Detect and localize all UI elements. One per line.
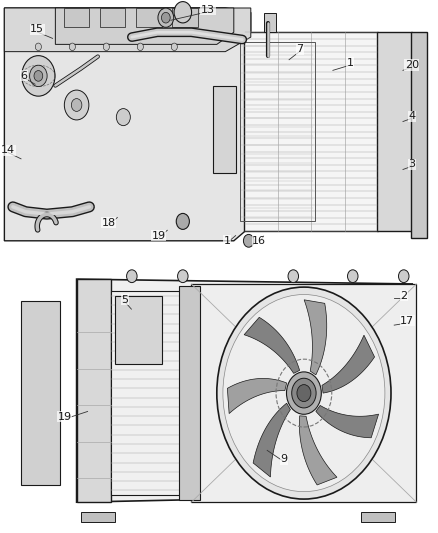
Polygon shape — [253, 403, 290, 477]
Text: 15: 15 — [30, 25, 44, 34]
Polygon shape — [304, 300, 327, 375]
Circle shape — [117, 109, 131, 126]
Text: 17: 17 — [400, 316, 414, 326]
Text: 1: 1 — [347, 58, 354, 68]
Circle shape — [288, 270, 299, 282]
Bar — [110, 291, 183, 495]
Polygon shape — [77, 279, 412, 502]
Polygon shape — [77, 279, 110, 502]
Circle shape — [217, 287, 391, 499]
Text: 18: 18 — [102, 218, 116, 228]
Bar — [115, 296, 162, 364]
Bar — [378, 32, 412, 231]
Bar — [136, 8, 162, 27]
Circle shape — [174, 2, 191, 23]
Text: 13: 13 — [201, 5, 215, 14]
Polygon shape — [322, 335, 374, 393]
Circle shape — [127, 270, 137, 282]
Text: 4: 4 — [408, 111, 415, 121]
Circle shape — [30, 65, 47, 86]
Bar — [100, 8, 125, 27]
Text: 5: 5 — [121, 295, 128, 304]
Circle shape — [177, 270, 188, 282]
Polygon shape — [299, 416, 337, 485]
Text: 14: 14 — [1, 146, 15, 155]
Text: 2: 2 — [400, 291, 407, 301]
Circle shape — [34, 70, 43, 81]
Polygon shape — [4, 8, 251, 241]
Bar — [240, 42, 314, 221]
Bar — [244, 32, 378, 231]
Circle shape — [297, 385, 311, 401]
Circle shape — [22, 55, 55, 96]
Text: 1: 1 — [223, 236, 230, 246]
Circle shape — [223, 295, 385, 491]
Circle shape — [292, 378, 316, 408]
Bar — [21, 301, 60, 485]
Text: 7: 7 — [297, 44, 304, 54]
Circle shape — [64, 90, 89, 120]
Polygon shape — [244, 317, 300, 374]
Circle shape — [71, 99, 82, 111]
Text: 6: 6 — [21, 71, 28, 80]
Circle shape — [69, 43, 75, 51]
Circle shape — [158, 8, 174, 27]
Bar — [191, 284, 417, 502]
Circle shape — [399, 270, 409, 282]
Circle shape — [103, 43, 110, 51]
Circle shape — [286, 372, 321, 414]
Polygon shape — [316, 406, 378, 438]
Circle shape — [347, 270, 358, 282]
Bar — [172, 8, 198, 27]
Circle shape — [244, 235, 254, 247]
Text: 16: 16 — [252, 236, 266, 246]
Text: 20: 20 — [405, 60, 419, 70]
Bar — [264, 13, 276, 32]
Circle shape — [137, 43, 143, 51]
Circle shape — [162, 12, 170, 23]
Circle shape — [35, 43, 42, 51]
Text: 3: 3 — [408, 159, 415, 169]
Bar — [64, 8, 89, 27]
Polygon shape — [55, 8, 234, 44]
Text: 19: 19 — [58, 412, 72, 422]
Bar — [4, 8, 429, 251]
Bar — [179, 286, 200, 500]
Polygon shape — [4, 8, 251, 52]
Circle shape — [176, 213, 189, 229]
Bar — [361, 512, 395, 522]
Text: 19: 19 — [152, 231, 166, 240]
Bar — [81, 512, 115, 522]
Polygon shape — [227, 378, 286, 414]
Text: 9: 9 — [280, 455, 287, 464]
Bar — [212, 86, 236, 173]
Bar — [411, 32, 427, 238]
Circle shape — [171, 43, 177, 51]
